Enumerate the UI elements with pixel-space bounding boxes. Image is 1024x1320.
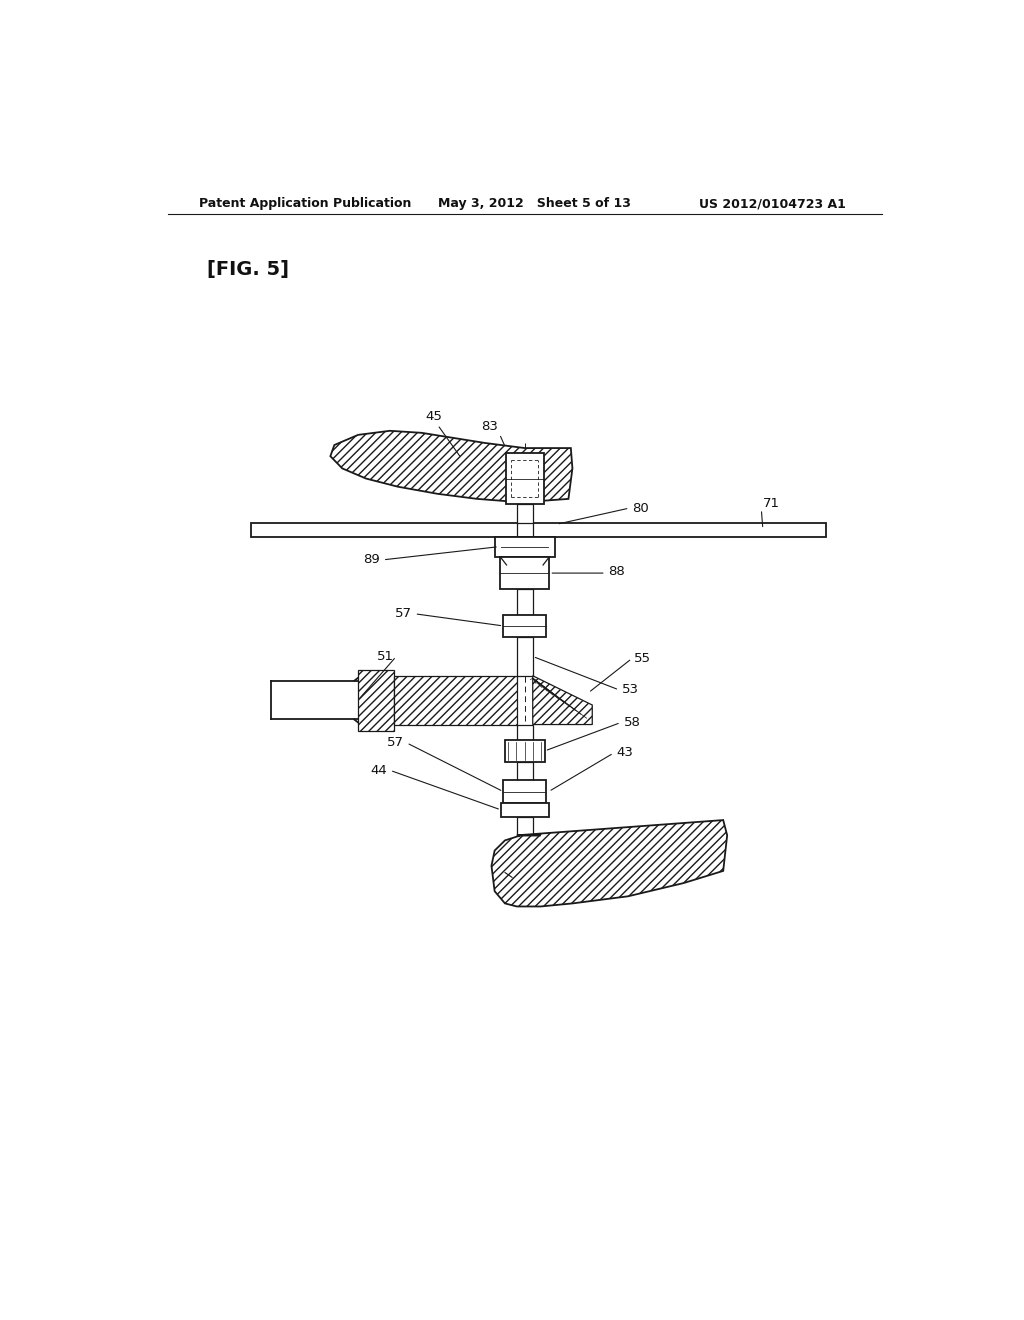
Bar	[517, 817, 532, 836]
Bar	[506, 453, 544, 504]
Bar	[500, 557, 550, 589]
Bar	[517, 504, 532, 523]
Text: 57: 57	[387, 737, 404, 750]
Bar	[517, 589, 532, 615]
Text: 51: 51	[377, 649, 394, 663]
Text: 46: 46	[506, 882, 523, 895]
Bar	[501, 803, 549, 817]
Text: 44: 44	[371, 764, 387, 776]
Text: 58: 58	[624, 715, 641, 729]
Bar	[505, 739, 545, 762]
Bar	[504, 780, 546, 803]
Bar	[251, 523, 826, 536]
Polygon shape	[358, 669, 394, 731]
Text: 80: 80	[632, 502, 648, 515]
Polygon shape	[394, 676, 517, 725]
Text: [FIG. 5]: [FIG. 5]	[207, 260, 290, 279]
Text: 55: 55	[634, 652, 651, 665]
Bar	[495, 536, 555, 557]
Polygon shape	[331, 430, 572, 502]
Text: 45: 45	[425, 409, 442, 422]
Text: 71: 71	[763, 498, 780, 511]
Bar	[517, 638, 532, 676]
Text: 43: 43	[616, 747, 633, 759]
Text: 89: 89	[364, 553, 380, 566]
Text: 57: 57	[395, 607, 412, 620]
Bar	[504, 615, 546, 638]
Bar	[517, 725, 532, 739]
Polygon shape	[492, 820, 727, 907]
Text: Patent Application Publication: Patent Application Publication	[200, 197, 412, 210]
Text: US 2012/0104723 A1: US 2012/0104723 A1	[699, 197, 846, 210]
Text: May 3, 2012   Sheet 5 of 13: May 3, 2012 Sheet 5 of 13	[437, 197, 631, 210]
Text: 83: 83	[480, 420, 498, 433]
Bar	[517, 762, 532, 780]
Text: 88: 88	[608, 565, 625, 578]
Text: 53: 53	[622, 684, 639, 697]
Polygon shape	[532, 676, 592, 725]
